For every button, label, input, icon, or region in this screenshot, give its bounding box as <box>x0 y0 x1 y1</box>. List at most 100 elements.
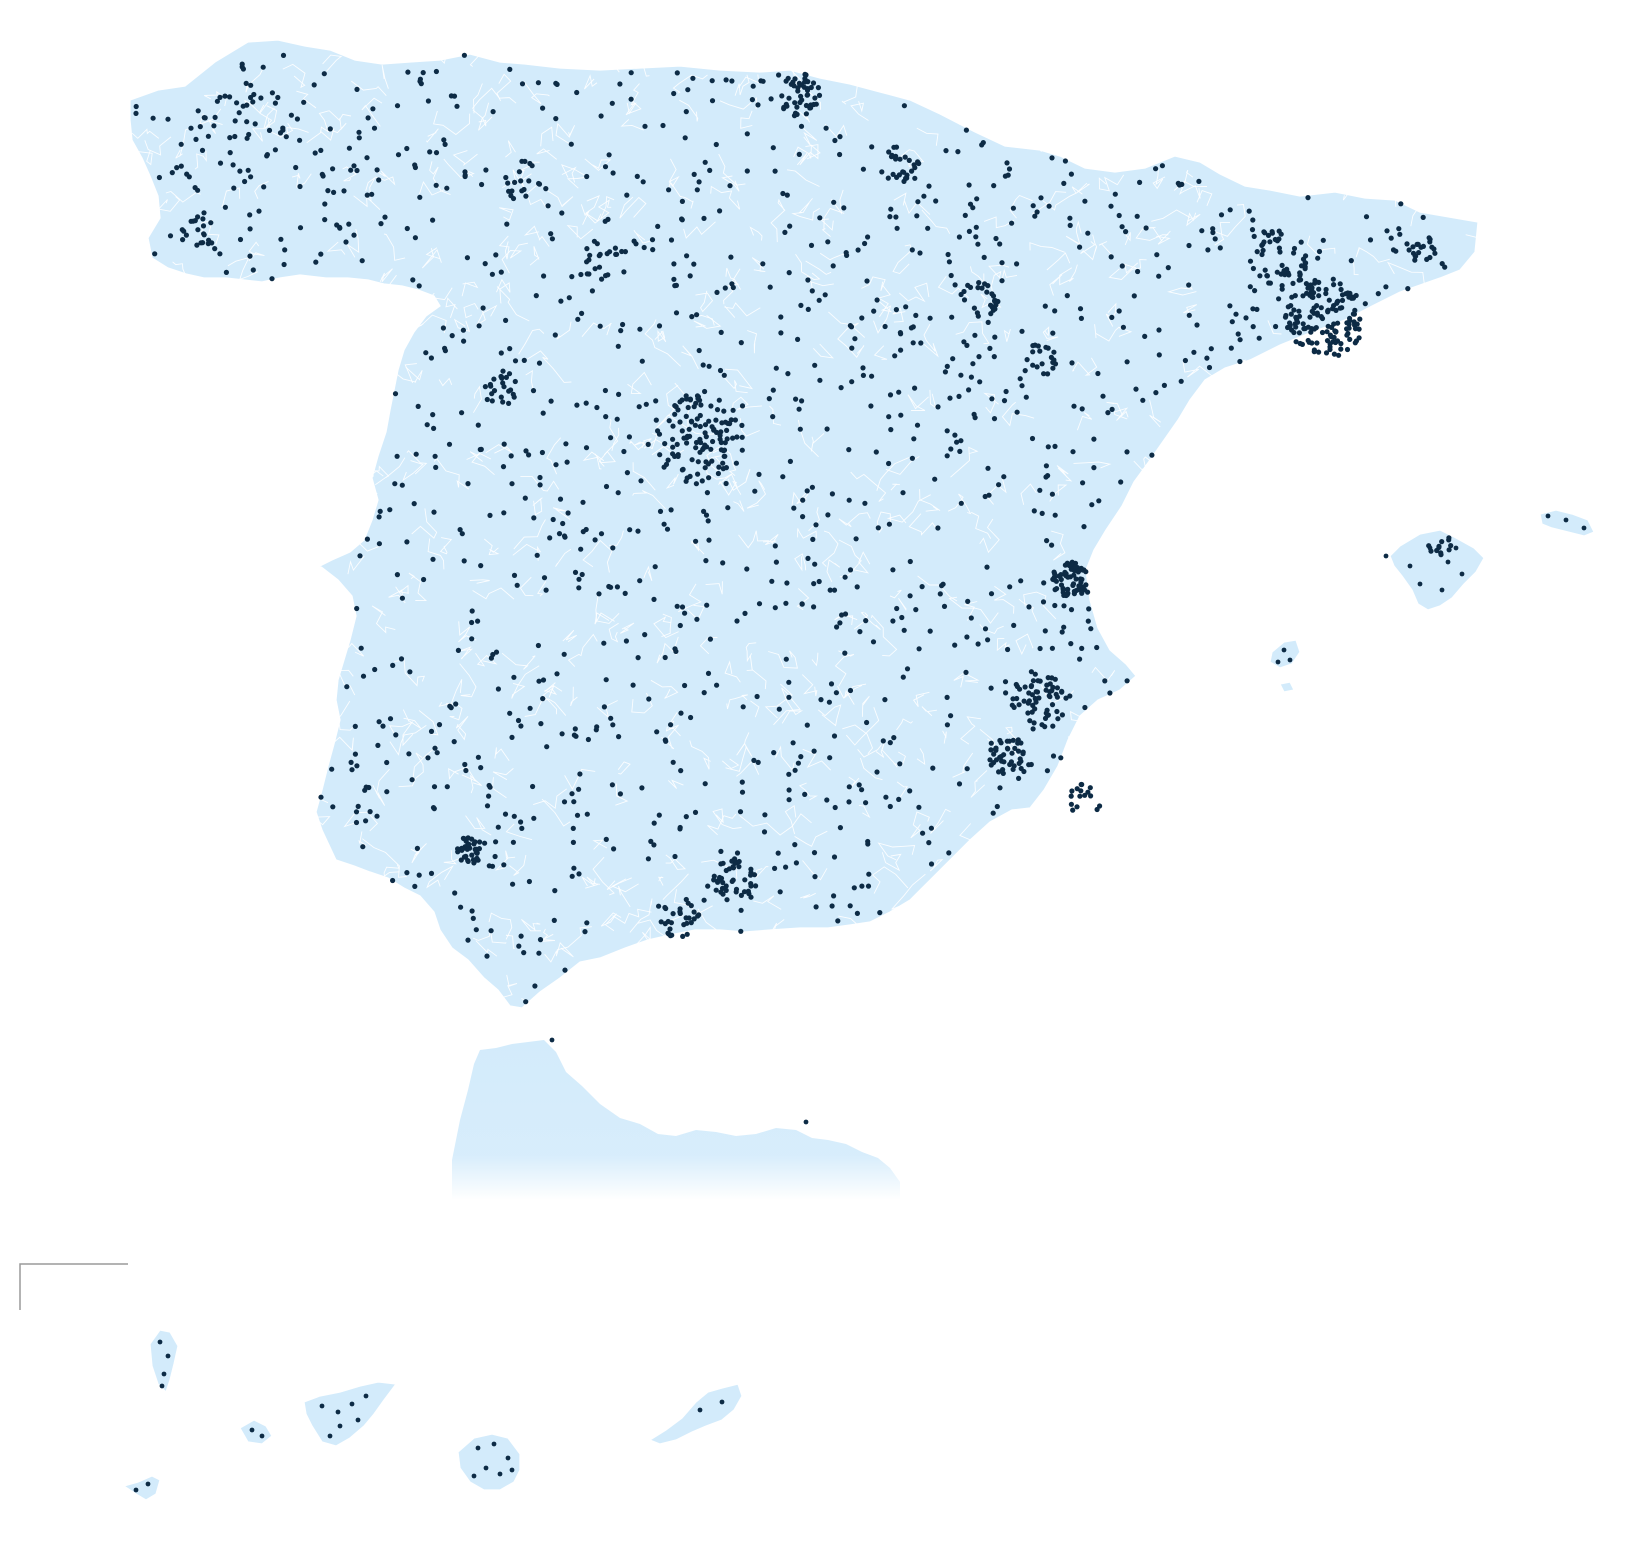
dot-marker-icon <box>1281 647 1287 653</box>
municipal-border-line <box>272 929 283 941</box>
municipal-border-line <box>296 90 317 109</box>
dot-marker-icon <box>195 108 201 114</box>
dot-marker-icon <box>1415 241 1421 247</box>
dot-marker-icon <box>608 715 614 721</box>
dot-marker-icon <box>1085 618 1091 624</box>
municipal-border-line <box>947 493 972 515</box>
dot-marker-icon <box>810 80 817 86</box>
dot-marker-icon <box>890 171 896 177</box>
dot-marker-icon <box>491 1441 497 1447</box>
dot-marker-icon <box>1051 349 1057 355</box>
municipal-border-line <box>615 953 639 971</box>
municipal-border-line <box>1448 97 1459 117</box>
dot-marker-icon <box>461 836 467 842</box>
dot-marker-icon <box>1044 538 1050 544</box>
municipal-border-line <box>1456 779 1478 801</box>
municipal-border-line <box>1145 655 1173 688</box>
dot-marker-icon <box>311 82 317 88</box>
dot-marker-icon <box>964 766 970 772</box>
dot-marker-icon <box>1348 258 1354 264</box>
municipal-border-line <box>169 874 195 889</box>
dot-marker-icon <box>252 121 258 127</box>
dot-marker-icon <box>617 791 624 797</box>
dot-marker-icon <box>352 751 358 757</box>
municipal-border-line <box>885 456 920 475</box>
dot-marker-icon <box>841 205 847 211</box>
dot-marker-icon <box>1080 480 1086 486</box>
municipal-border-line <box>1076 412 1093 431</box>
dot-marker-icon <box>739 447 745 453</box>
dot-marker-icon <box>916 804 922 810</box>
dot-marker-icon <box>804 722 810 728</box>
dot-marker-icon <box>576 585 582 591</box>
dot-marker-icon <box>453 701 459 707</box>
dot-marker-icon <box>860 365 866 371</box>
municipal-border-line <box>723 268 741 305</box>
dot-marker-icon <box>975 285 981 291</box>
municipal-border-line <box>1184 412 1214 447</box>
municipal-border-line <box>1170 736 1180 777</box>
dot-marker-icon <box>1046 693 1052 699</box>
municipal-border-line <box>753 895 782 910</box>
municipal-border-line <box>1382 478 1410 500</box>
dot-marker-icon <box>1286 272 1292 278</box>
municipal-border-line <box>1219 632 1249 665</box>
municipal-border-line <box>1049 894 1065 933</box>
dot-marker-icon <box>684 920 690 926</box>
dot-marker-icon <box>622 249 629 255</box>
municipal-border-line <box>191 570 216 588</box>
dot-marker-icon <box>532 983 538 989</box>
dot-marker-icon <box>907 593 913 599</box>
municipal-border-line <box>1386 261 1425 284</box>
dot-marker-icon <box>1352 307 1358 313</box>
municipal-border-line <box>343 413 369 442</box>
municipal-border-line <box>911 990 928 1006</box>
dot-marker-icon <box>1331 303 1337 309</box>
dot-marker-icon <box>824 797 830 803</box>
dot-marker-icon <box>283 134 289 140</box>
dot-marker-icon <box>415 403 421 409</box>
dot-marker-icon <box>1028 669 1034 675</box>
dot-marker-icon <box>352 723 358 730</box>
municipal-border-line <box>870 614 898 657</box>
dot-marker-icon <box>1013 681 1019 688</box>
municipal-border-line <box>1185 872 1204 893</box>
dot-marker-icon <box>688 920 694 926</box>
dot-marker-icon <box>1019 383 1025 389</box>
municipal-border-line <box>1132 148 1165 162</box>
dot-marker-icon <box>330 804 336 810</box>
dot-marker-icon <box>1354 321 1360 327</box>
dot-marker-icon <box>705 518 711 524</box>
dot-marker-icon <box>769 578 775 584</box>
dot-marker-icon <box>671 276 677 282</box>
dot-marker-icon <box>200 223 207 229</box>
municipal-border-line <box>876 457 910 491</box>
dot-marker-icon <box>1062 158 1068 164</box>
dot-marker-icon <box>512 378 518 385</box>
dot-marker-icon <box>709 78 715 84</box>
dot-marker-icon <box>1077 244 1083 250</box>
municipal-border-line <box>1350 799 1366 825</box>
dot-marker-icon <box>1398 201 1404 207</box>
dot-marker-icon <box>714 407 721 413</box>
dot-marker-icon <box>405 69 411 75</box>
municipal-border-line <box>856 939 869 963</box>
dot-marker-icon <box>1108 203 1114 209</box>
municipal-border-line <box>1462 695 1478 727</box>
dot-marker-icon <box>1088 793 1094 799</box>
dot-marker-icon <box>1318 305 1324 311</box>
municipal-border-line <box>584 195 602 222</box>
municipal-border-line <box>1255 412 1285 436</box>
dot-marker-icon <box>1053 578 1059 584</box>
dot-marker-icon <box>796 406 802 412</box>
dot-marker-icon <box>1086 606 1092 612</box>
dot-marker-icon <box>319 1403 325 1409</box>
municipal-border-line <box>629 438 652 451</box>
dot-marker-icon <box>615 343 621 349</box>
municipal-border-line <box>194 612 213 638</box>
municipal-border-line <box>488 912 513 940</box>
dot-marker-icon <box>463 853 469 859</box>
dot-marker-icon <box>639 785 645 791</box>
dot-marker-icon <box>1276 296 1282 302</box>
dot-marker-icon <box>683 109 689 115</box>
